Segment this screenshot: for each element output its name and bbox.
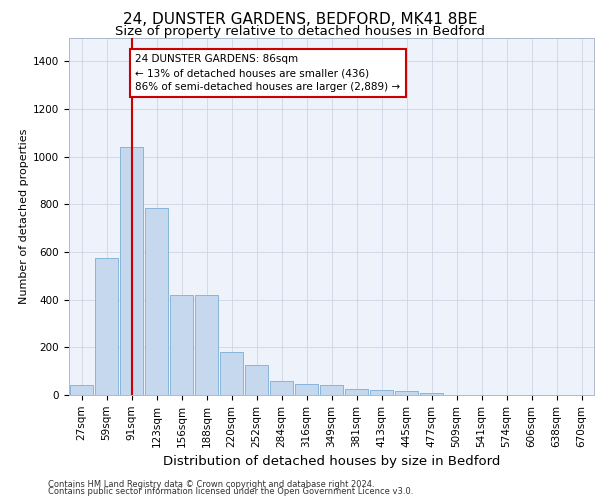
- Bar: [270, 380, 293, 395]
- Bar: [345, 389, 368, 395]
- Bar: [370, 390, 393, 395]
- Bar: [420, 392, 443, 395]
- Bar: [395, 392, 418, 395]
- Bar: [95, 258, 118, 395]
- Bar: [195, 295, 218, 395]
- Bar: [245, 365, 268, 395]
- Text: Contains HM Land Registry data © Crown copyright and database right 2024.: Contains HM Land Registry data © Crown c…: [48, 480, 374, 489]
- Bar: [145, 208, 168, 395]
- Bar: [320, 386, 343, 395]
- Y-axis label: Number of detached properties: Number of detached properties: [19, 128, 29, 304]
- Text: 24, DUNSTER GARDENS, BEDFORD, MK41 8BE: 24, DUNSTER GARDENS, BEDFORD, MK41 8BE: [123, 12, 477, 28]
- Bar: [220, 352, 243, 395]
- Bar: [120, 147, 143, 395]
- Bar: [170, 295, 193, 395]
- Text: 24 DUNSTER GARDENS: 86sqm
← 13% of detached houses are smaller (436)
86% of semi: 24 DUNSTER GARDENS: 86sqm ← 13% of detac…: [135, 54, 400, 92]
- Bar: [295, 384, 318, 395]
- Text: Contains public sector information licensed under the Open Government Licence v3: Contains public sector information licen…: [48, 487, 413, 496]
- Bar: [70, 386, 93, 395]
- Text: Size of property relative to detached houses in Bedford: Size of property relative to detached ho…: [115, 25, 485, 38]
- X-axis label: Distribution of detached houses by size in Bedford: Distribution of detached houses by size …: [163, 455, 500, 468]
